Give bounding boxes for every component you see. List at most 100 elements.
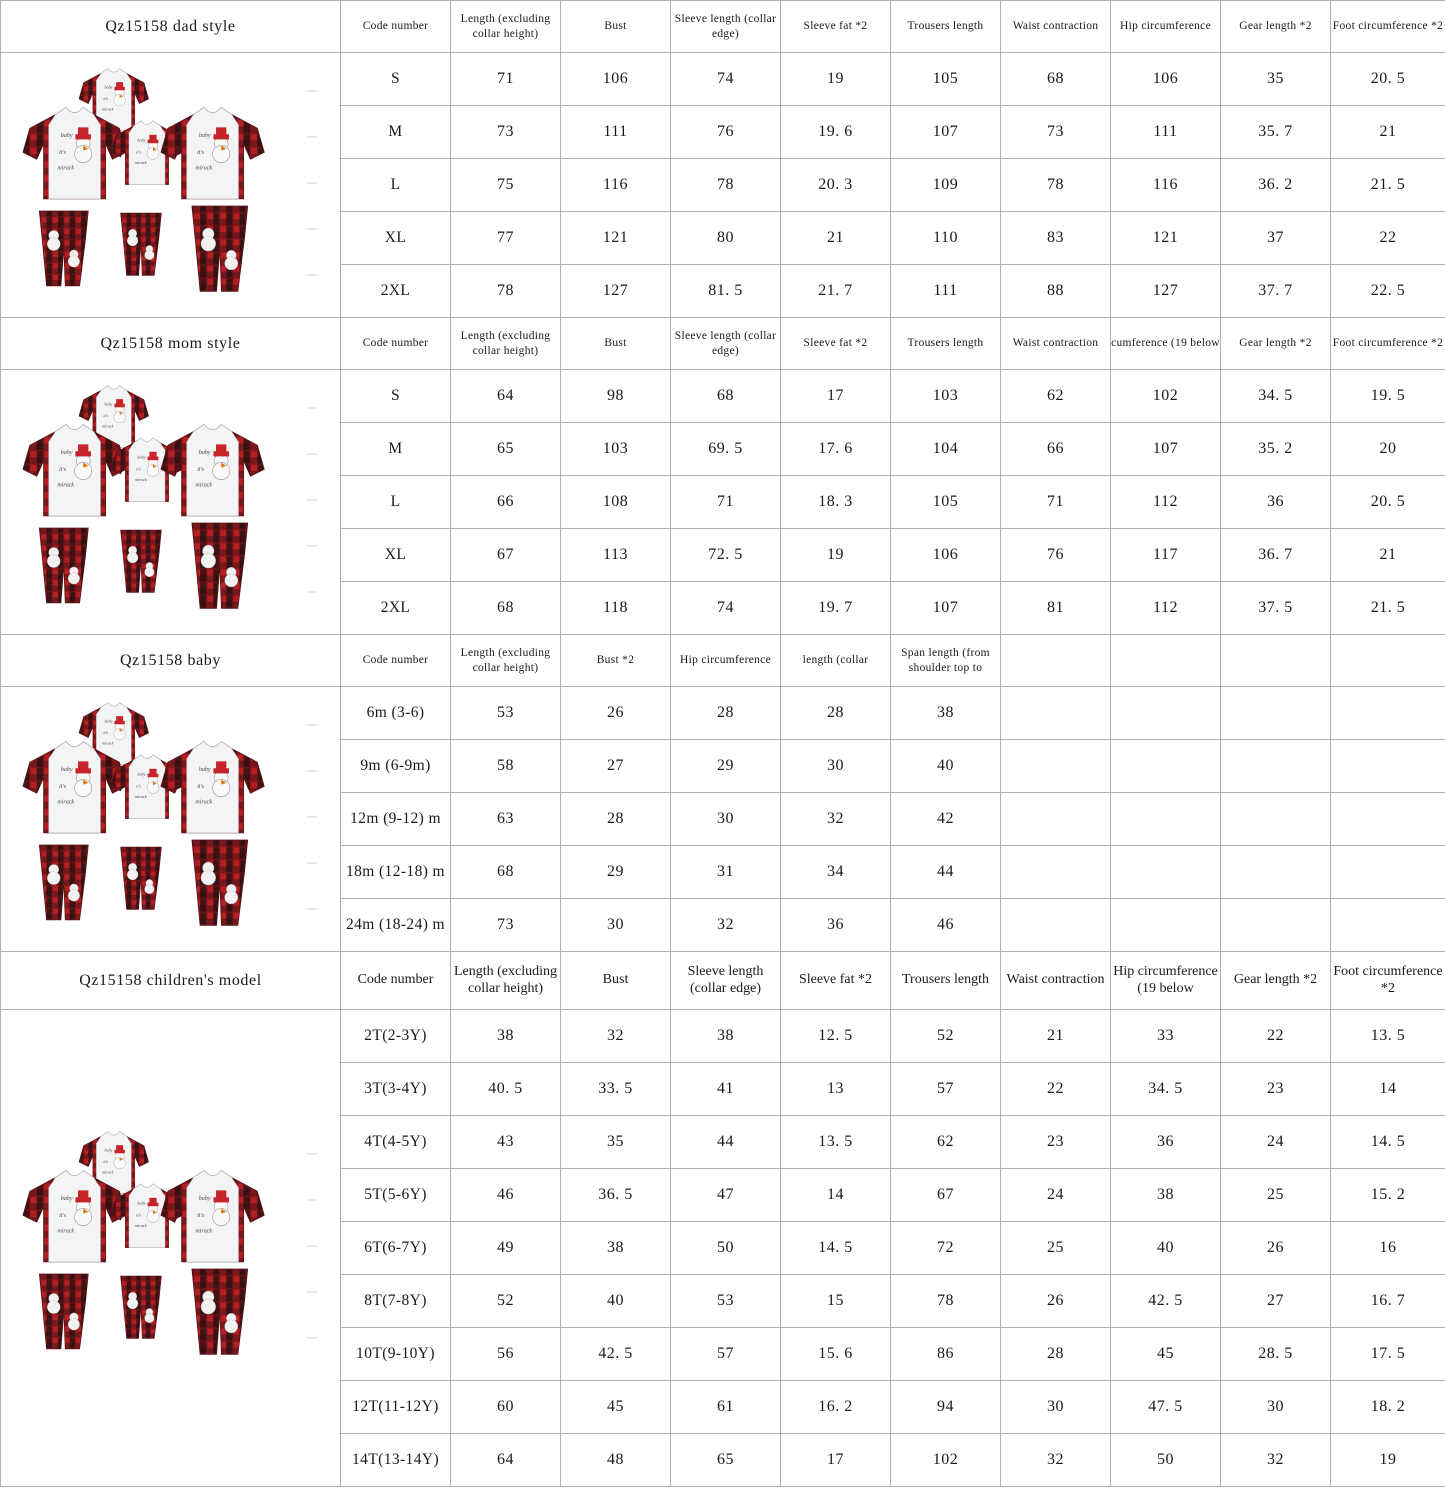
measurement-cell: 30 bbox=[560, 898, 671, 952]
measurement-cell: 78 bbox=[890, 1274, 1001, 1328]
size-row: XL 67 113 72. 5 19 106 76 117 36. 7 21 bbox=[1, 528, 1445, 582]
measurement-cell: 42. 5 bbox=[1110, 1274, 1221, 1328]
empty-cell bbox=[1000, 845, 1111, 899]
svg-text:baby: baby bbox=[104, 718, 112, 723]
column-header: Length (excluding collar height) bbox=[450, 634, 561, 687]
measurement-cell: 19 bbox=[780, 528, 891, 582]
svg-text:mirack: mirack bbox=[195, 1228, 212, 1234]
measurement-cell: 19 bbox=[780, 52, 891, 106]
measurement-cell: 102 bbox=[890, 1433, 1001, 1487]
column-header: length (collar bbox=[780, 634, 891, 687]
measurement-cell: 44 bbox=[670, 1115, 781, 1169]
measurement-cell: 28 bbox=[670, 686, 781, 740]
measurement-cell: 53 bbox=[450, 686, 561, 740]
svg-text:baby: baby bbox=[104, 1147, 112, 1152]
empty-header-cell bbox=[1110, 634, 1221, 687]
measurement-cell: 21 bbox=[780, 211, 891, 265]
measurement-cell: 33 bbox=[1110, 1009, 1221, 1063]
measurement-cell: 73 bbox=[1000, 105, 1111, 159]
column-header: Bust bbox=[560, 0, 671, 53]
section-header-row: Qz15158 baby Code number Length (excluding… bbox=[0, 634, 1445, 687]
measurement-cell: 35. 2 bbox=[1220, 422, 1331, 476]
empty-header-cell bbox=[1000, 634, 1111, 687]
measurement-cell: 13. 5 bbox=[1330, 1009, 1445, 1063]
measurement-cell: 15. 2 bbox=[1330, 1168, 1445, 1222]
measurement-cell: 36 bbox=[780, 898, 891, 952]
measurement-cell: 37. 5 bbox=[1220, 581, 1331, 635]
measurement-cell: 36. 2 bbox=[1220, 158, 1331, 212]
svg-text:it's: it's bbox=[103, 96, 108, 101]
measurement-cell: 20 bbox=[1330, 422, 1445, 476]
measurement-cell: 81 bbox=[1000, 581, 1111, 635]
column-header: Length (excluding collar height) bbox=[450, 951, 561, 1010]
column-header: Sleeve fat *2 bbox=[780, 317, 891, 370]
measurement-cell: 80 bbox=[670, 211, 781, 265]
section-header-row: Qz15158 children's model Code number Lengt… bbox=[0, 951, 1445, 1010]
measurement-cell: 105 bbox=[890, 475, 1001, 529]
svg-text:baby: baby bbox=[60, 766, 72, 772]
measurement-cell: 71 bbox=[450, 52, 561, 106]
size-code-cell: 2XL bbox=[340, 581, 451, 635]
column-header: Foot circumference *2 bbox=[1330, 0, 1445, 53]
column-header: Waist contraction bbox=[1000, 951, 1111, 1010]
measurement-cell: 25 bbox=[1000, 1221, 1111, 1275]
section-label: Qz15158 mom style bbox=[0, 317, 341, 370]
measurement-cell: 37. 7 bbox=[1220, 264, 1331, 318]
svg-text:baby: baby bbox=[60, 132, 72, 138]
measurement-cell: 42. 5 bbox=[560, 1327, 671, 1381]
measurement-cell: 14. 5 bbox=[1330, 1115, 1445, 1169]
size-row: XL 77 121 80 21 110 83 121 37 22 bbox=[1, 211, 1445, 265]
svg-text:baby: baby bbox=[198, 449, 210, 455]
svg-text:mirack: mirack bbox=[135, 160, 147, 165]
size-code-cell: 12m (9-12) m bbox=[340, 792, 451, 846]
measurement-cell: 45 bbox=[560, 1380, 671, 1434]
size-code-cell: 5T(5-6Y) bbox=[340, 1168, 451, 1222]
measurement-cell: 30 bbox=[780, 739, 891, 793]
measurement-cell: 118 bbox=[560, 581, 671, 635]
measurement-cell: 110 bbox=[890, 211, 1001, 265]
size-row: L 66 108 71 18. 3 105 71 112 36 20. 5 bbox=[1, 475, 1445, 529]
measurement-cell: 76 bbox=[1000, 528, 1111, 582]
measurement-cell: 20. 5 bbox=[1330, 475, 1445, 529]
measurement-cell: 62 bbox=[890, 1115, 1001, 1169]
svg-text:mirack: mirack bbox=[102, 1169, 113, 1174]
size-code-cell: 10T(9-10Y) bbox=[340, 1327, 451, 1381]
measurement-cell: 29 bbox=[560, 845, 671, 899]
measurement-cell: 28. 5 bbox=[1220, 1327, 1331, 1381]
empty-cell bbox=[1000, 898, 1111, 952]
measurement-cell: 20. 5 bbox=[1330, 52, 1445, 106]
size-row: 18m (12-18) m 68 29 31 34 44 bbox=[1, 845, 1445, 899]
measurement-cell: 103 bbox=[890, 369, 1001, 423]
measurement-cell: 64 bbox=[450, 1433, 561, 1487]
measurement-cell: 17. 5 bbox=[1330, 1327, 1445, 1381]
size-row: 24m (18-24) m 73 30 32 36 46 bbox=[1, 898, 1445, 952]
measurement-cell: 27 bbox=[1220, 1274, 1331, 1328]
measurement-cell: 22 bbox=[1220, 1009, 1331, 1063]
svg-text:mirack: mirack bbox=[102, 106, 113, 111]
measurement-cell: 73 bbox=[450, 105, 561, 159]
column-header: cumference (19 below bbox=[1110, 317, 1221, 370]
measurement-cell: 40. 5 bbox=[450, 1062, 561, 1116]
size-row: baby it's mirack baby bbox=[0, 686, 1445, 952]
empty-cell bbox=[1110, 792, 1221, 846]
measurement-cell: 66 bbox=[1000, 422, 1111, 476]
measurement-cell: 24 bbox=[1220, 1115, 1331, 1169]
measurement-cell: 127 bbox=[560, 264, 671, 318]
measurement-cell: 56 bbox=[450, 1327, 561, 1381]
size-code-cell: 8T(7-8Y) bbox=[340, 1274, 451, 1328]
size-row: baby it's mirack baby bbox=[0, 52, 1445, 318]
measurement-cell: 103 bbox=[560, 422, 671, 476]
measurement-cell: 71 bbox=[1000, 475, 1111, 529]
size-row: L 75 116 78 20. 3 109 78 116 36. 2 21. 5 bbox=[1, 158, 1445, 212]
measurement-cell: 36. 5 bbox=[560, 1168, 671, 1222]
measurement-cell: 49 bbox=[450, 1221, 561, 1275]
measurement-cell: 64 bbox=[450, 369, 561, 423]
product-image: baby it's mirack baby bbox=[0, 686, 341, 952]
svg-text:mirack: mirack bbox=[57, 1228, 74, 1234]
section-header-row: Qz15158 mom style Code number Length (excl… bbox=[0, 317, 1445, 370]
size-row: 12m (9-12) m 63 28 30 32 42 bbox=[1, 792, 1445, 846]
measurement-cell: 67 bbox=[890, 1168, 1001, 1222]
measurement-cell: 30 bbox=[1000, 1380, 1111, 1434]
size-code-cell: 12T(11-12Y) bbox=[340, 1380, 451, 1434]
